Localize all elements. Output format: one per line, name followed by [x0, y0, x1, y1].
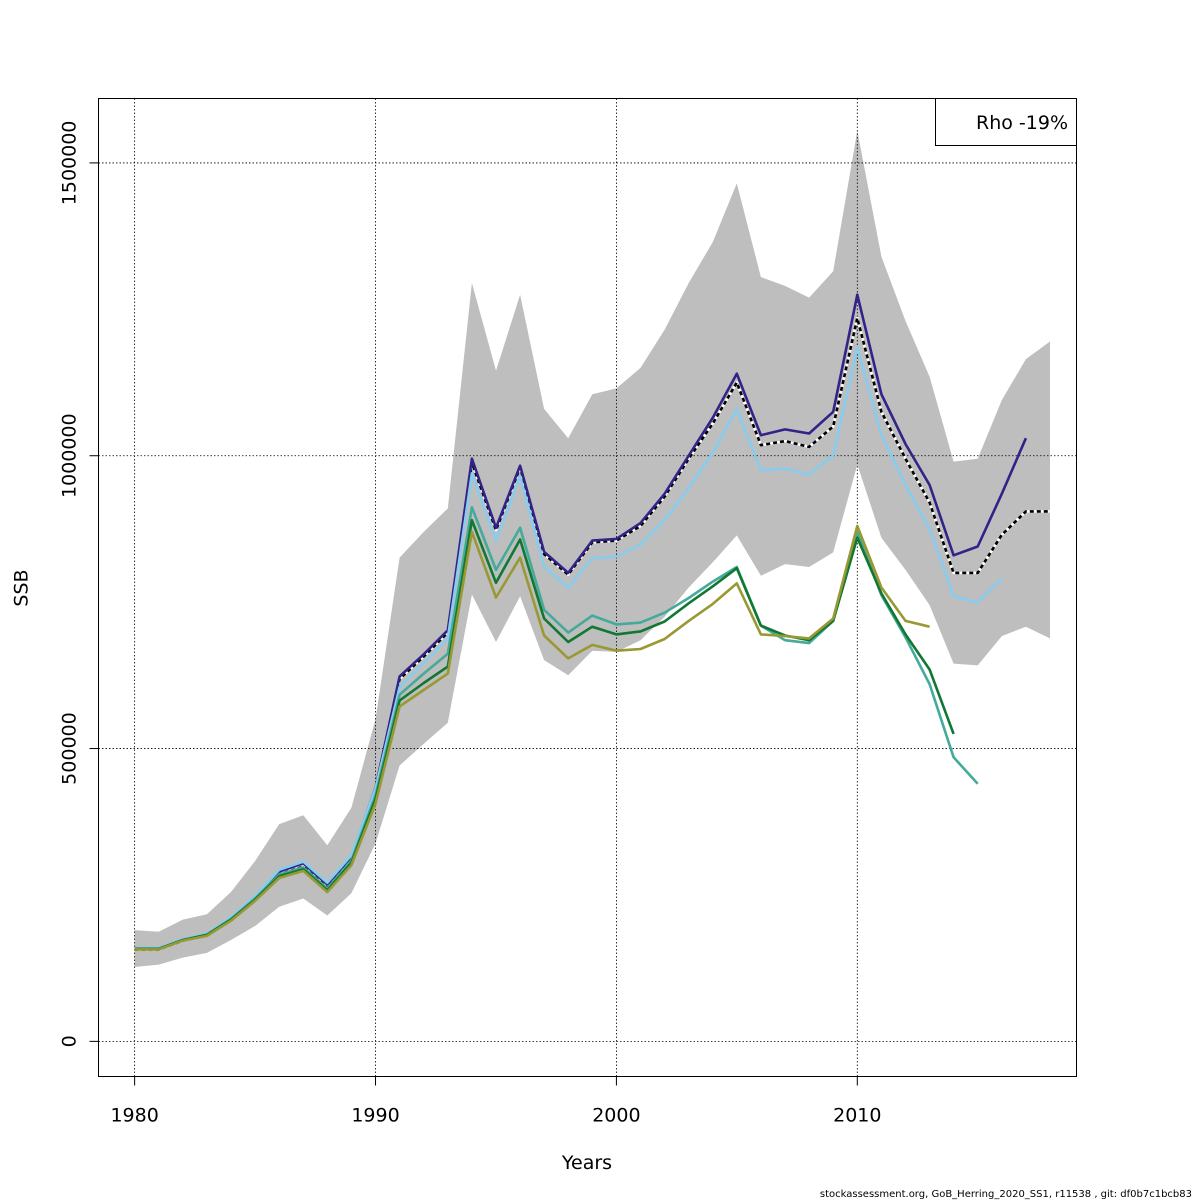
plot-frame [98, 98, 1077, 1077]
legend-text: Rho -19% [976, 112, 1068, 134]
axis-layer: 1980 1990 2000 2010 0 500000 1000000 1500000 [59, 121, 882, 1127]
series-line-5 [134, 524, 930, 951]
series-line-2 [134, 346, 1003, 950]
confidence-band-layer [134, 130, 1051, 967]
x-tick-label-2000: 2000 [592, 1105, 640, 1127]
series-line-1 [134, 293, 1028, 951]
x-tick-label-1980: 1980 [110, 1105, 158, 1127]
y-tick-label-500000: 500000 [59, 712, 81, 785]
footer-credit: stockassessment.org, GoB_Herring_2020_SS… [820, 1189, 1192, 1200]
y-tick-label-1500000: 1500000 [59, 121, 81, 206]
legend-frame [935, 98, 1077, 146]
series-layer [134, 293, 1050, 951]
y-axis-title: SSB [11, 569, 33, 606]
y-tick-label-1000000: 1000000 [59, 413, 81, 498]
x-axis-title: Years [561, 1152, 612, 1174]
legend-box: Rho -19% [935, 98, 1077, 146]
confidence-band [134, 130, 1051, 967]
x-tick-label-2010: 2010 [833, 1105, 881, 1127]
y-tick-label-0: 0 [59, 1035, 81, 1047]
x-tick-label-1990: 1990 [351, 1105, 399, 1127]
